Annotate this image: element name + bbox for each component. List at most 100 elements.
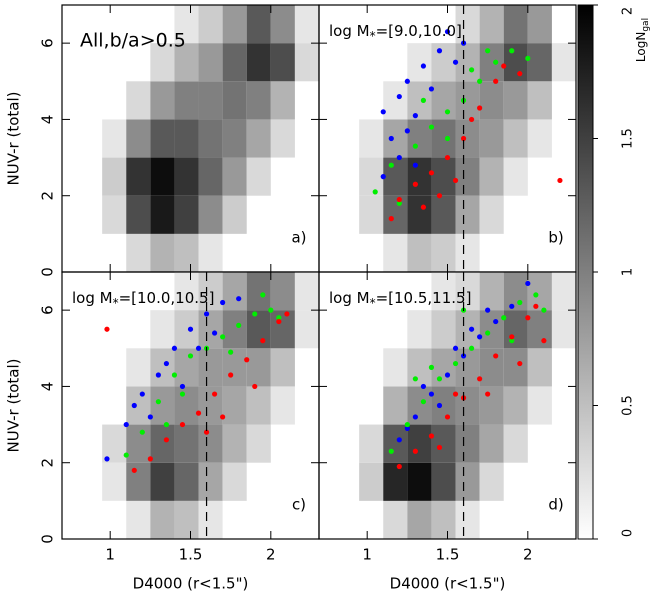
density-cell <box>246 272 271 311</box>
density-cell <box>246 43 271 82</box>
x-axis-label: D4000 (r<1.5") <box>133 575 249 593</box>
scatter-point <box>404 128 410 134</box>
scatter-point <box>428 391 435 397</box>
scatter-point <box>104 326 110 332</box>
scatter-point <box>171 345 178 351</box>
density-cell <box>174 386 199 425</box>
scatter-point <box>203 311 210 317</box>
scatter-point <box>380 109 386 115</box>
density-cell <box>222 195 247 234</box>
density-cell <box>174 81 199 120</box>
density-cell <box>431 310 456 349</box>
scatter-point <box>284 311 290 317</box>
scatter-point <box>139 391 145 397</box>
y-tick-label: 4 <box>39 382 57 392</box>
density-cell <box>431 119 456 158</box>
density-cell <box>455 348 480 387</box>
scatter-point <box>493 353 499 359</box>
density-cell <box>174 500 199 539</box>
scatter-point <box>211 391 218 397</box>
density-cell <box>222 81 247 120</box>
density-cell <box>407 310 432 349</box>
density-cell <box>126 233 151 272</box>
scatter-point <box>533 303 539 309</box>
scatter-point <box>220 299 226 306</box>
density-cell <box>359 157 384 196</box>
density-cell <box>455 81 480 120</box>
density-cell <box>198 233 223 272</box>
panel: 1 1.5 2 0 2 4 6 log M*=[10.0,10.5] c) D4000 (r<1.… <box>5 271 320 593</box>
density-cell <box>503 424 528 463</box>
scatter-point <box>155 372 161 378</box>
panel: 1 1.5 2 log M*=[10.5,11.5] d) D4000 (r<1.5") <box>318 271 577 593</box>
text-part: log M <box>329 289 370 307</box>
scatter-point <box>396 200 402 206</box>
y-tick-label: 6 <box>39 38 57 48</box>
density-cell <box>174 310 199 349</box>
density-cell <box>150 348 175 387</box>
scatter-point <box>179 391 186 397</box>
scatter-point <box>444 414 451 420</box>
density-cell <box>479 5 504 44</box>
density-cell <box>246 310 271 349</box>
density-cell <box>455 157 480 196</box>
density-cell <box>479 348 504 387</box>
scatter-point <box>444 29 451 35</box>
density-cell <box>198 195 223 234</box>
density-cell <box>383 348 408 387</box>
scatter-point <box>509 48 515 54</box>
scatter-point <box>163 421 170 428</box>
colorbar <box>577 4 594 540</box>
density-cell <box>407 43 432 82</box>
density-cell <box>246 386 271 425</box>
scatter-point <box>412 143 418 149</box>
density-cell <box>174 233 199 272</box>
density-cell <box>431 157 456 196</box>
scatter-point <box>477 334 483 340</box>
scatter-point <box>428 364 435 370</box>
scatter-point <box>493 78 499 84</box>
text-part: LogN <box>634 32 648 62</box>
density-cell <box>455 386 480 425</box>
density-cell <box>270 272 295 311</box>
scatter-point <box>388 162 394 168</box>
panel-annotation: log M*=[10.0,10.5] <box>72 289 214 310</box>
density-cell <box>198 272 223 311</box>
density-cell <box>222 310 247 349</box>
colorbar-tick-label: 0.5 <box>621 395 636 416</box>
scatter-point <box>412 448 418 454</box>
scatter-point <box>131 402 137 409</box>
density-cell <box>150 386 175 425</box>
density-cell <box>102 424 127 463</box>
scatter-point <box>396 154 402 161</box>
density-cell <box>383 119 408 158</box>
density-cell <box>503 386 528 425</box>
density-cell <box>359 195 384 234</box>
scatter-point <box>404 425 410 431</box>
density-cell <box>527 272 552 311</box>
density-cell <box>383 386 408 425</box>
density-cell <box>455 119 480 158</box>
density-cell <box>126 119 151 158</box>
density-cell <box>150 500 175 539</box>
scatter-point <box>420 204 427 210</box>
density-cell <box>198 424 223 463</box>
colorbar-tick-label: 0 <box>621 529 636 537</box>
scatter-point <box>485 330 491 336</box>
density-cell <box>479 310 504 349</box>
scatter-point <box>268 307 274 313</box>
density-cell <box>431 348 456 387</box>
density-cell <box>551 43 576 82</box>
y-tick-label: 0 <box>39 267 57 277</box>
density-cell <box>503 43 528 82</box>
density-cell <box>431 462 456 501</box>
x-tick-label: 1 <box>105 546 115 564</box>
scatter-point <box>404 421 410 428</box>
scatter-point <box>244 357 250 363</box>
scatter-point <box>123 421 129 428</box>
density-cell <box>527 119 552 158</box>
y-axis-label: NUV-r (total) <box>5 359 23 453</box>
density-cell <box>527 386 552 425</box>
scatter-point <box>163 360 170 367</box>
density-cell <box>431 272 456 311</box>
